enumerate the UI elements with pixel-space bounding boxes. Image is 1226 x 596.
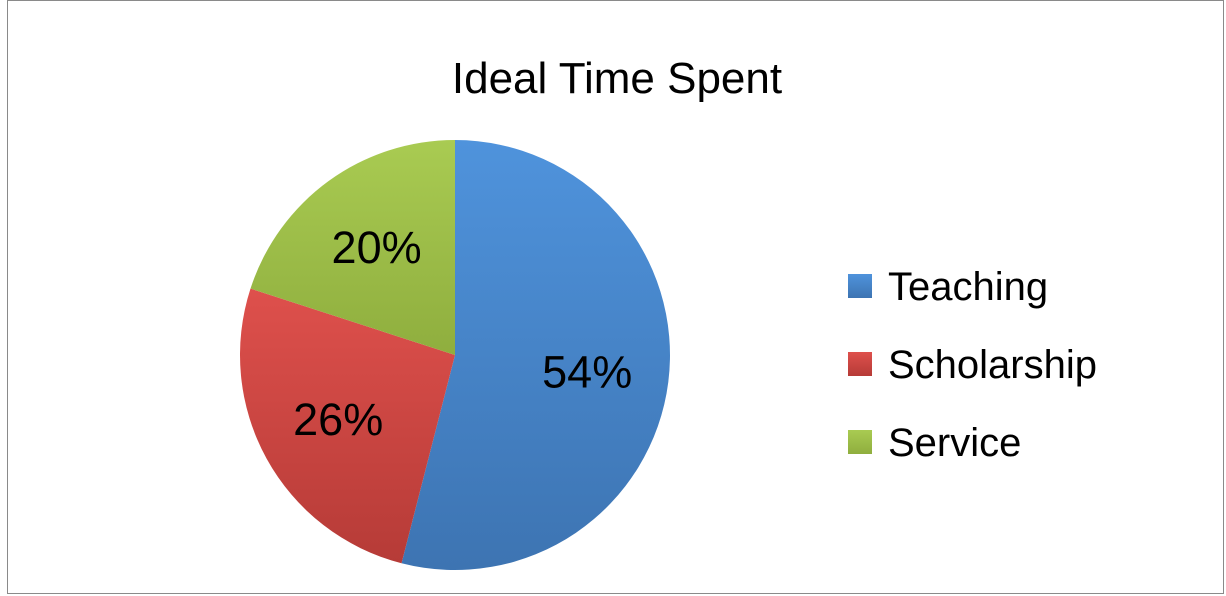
pie-slice-scholarship — [239, 288, 455, 564]
legend-label-scholarship: Scholarship — [888, 343, 1097, 387]
pie-slices — [239, 140, 671, 570]
pie-slice-teaching — [401, 140, 671, 570]
legend-swatch-service — [848, 430, 872, 454]
data-label-teaching: 54% — [542, 347, 632, 398]
data-label-service: 20% — [332, 222, 422, 273]
pie-data-labels: 54% 26% 20% — [293, 222, 632, 445]
chart-title: Ideal Time Spent — [452, 54, 782, 103]
legend-label-teaching: Teaching — [888, 265, 1048, 309]
chart-legend: Teaching Scholarship Service — [848, 265, 1097, 465]
legend-swatch-teaching — [848, 274, 872, 298]
legend-swatch-scholarship — [848, 352, 872, 376]
data-label-scholarship: 26% — [293, 394, 383, 445]
pie-slice-service — [250, 140, 455, 355]
legend-label-service: Service — [888, 421, 1021, 465]
